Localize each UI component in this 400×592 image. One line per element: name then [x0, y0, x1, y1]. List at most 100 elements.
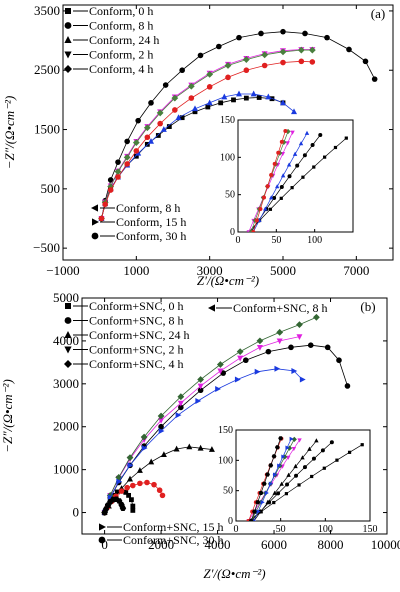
- data-point: [225, 74, 231, 81]
- data-point: [206, 84, 213, 90]
- inset-data-point: [265, 472, 270, 477]
- inset-data-point: [329, 440, 334, 445]
- data-point: [171, 94, 179, 102]
- inset-data-point: [279, 196, 283, 200]
- inset-data-point: [287, 174, 292, 179]
- inset-x-tick-label: 100: [307, 235, 322, 246]
- chart-panel-1: 0 2000 4000 6000 8000 10000010002000300040005…: [0, 290, 400, 581]
- legend-marker: [64, 331, 72, 338]
- inset-data-point: [360, 443, 364, 447]
- data-point: [299, 376, 306, 383]
- data-point: [102, 201, 108, 208]
- inset-data-point: [268, 207, 273, 211]
- inset-x-tick-label: 0: [234, 524, 239, 535]
- legend-entry: Conform, 2 h: [89, 48, 153, 62]
- data-point: [160, 126, 167, 132]
- data-point: [197, 387, 204, 394]
- data-point: [148, 137, 154, 144]
- data-point: [166, 124, 172, 129]
- inset-series-line: [253, 440, 317, 521]
- data-point: [137, 480, 143, 487]
- data-point: [208, 446, 215, 452]
- inset-data-point: [301, 175, 305, 179]
- data-point: [195, 397, 202, 404]
- inset-data-point: [285, 482, 290, 487]
- inset-y-tick-label: 50: [223, 486, 233, 497]
- data-point: [136, 467, 143, 473]
- inset-data-point: [285, 141, 290, 146]
- data-point: [265, 348, 272, 355]
- data-point: [336, 357, 342, 364]
- data-point: [197, 376, 205, 383]
- legend-marker: [64, 51, 72, 59]
- data-point: [144, 134, 151, 141]
- data-point: [124, 161, 130, 167]
- inset-y-tick-label: 0: [228, 516, 233, 527]
- data-point: [126, 454, 134, 462]
- series-line: [104, 316, 317, 513]
- inset-data-point: [279, 139, 284, 144]
- inset-data-point: [310, 143, 315, 148]
- data-point: [288, 344, 294, 351]
- data-point: [130, 508, 136, 513]
- data-point: [115, 174, 121, 180]
- data-point: [261, 62, 268, 69]
- legend-entry: Conform+SNC, 24 h: [89, 328, 189, 342]
- inset-data-point: [258, 490, 264, 496]
- inset-data-point: [291, 436, 297, 442]
- panel-label: (b): [360, 299, 375, 314]
- data-point: [308, 46, 316, 54]
- x-tick-label: 2000: [148, 537, 174, 552]
- data-point: [236, 34, 242, 41]
- data-point: [123, 154, 131, 161]
- inset-data-point: [335, 458, 339, 462]
- x-tick-label: 1000: [123, 263, 149, 278]
- data-point: [159, 492, 166, 499]
- data-point: [197, 383, 204, 390]
- data-point: [157, 120, 163, 127]
- inset-series-line: [248, 439, 300, 521]
- data-point: [129, 497, 134, 503]
- legend-entry: Conform, 30 h: [116, 229, 186, 243]
- data-point: [179, 115, 185, 121]
- data-point: [291, 108, 297, 115]
- inset-data-point: [278, 436, 284, 441]
- inset-data-point: [297, 483, 301, 487]
- inset-data-point: [260, 500, 265, 505]
- data-point: [312, 313, 320, 321]
- data-point: [175, 114, 182, 121]
- data-point: [309, 59, 316, 65]
- data-point: [237, 355, 244, 362]
- data-point: [192, 105, 198, 112]
- inset-data-point: [318, 133, 323, 138]
- inset-data-point: [256, 509, 261, 514]
- legend-entry: Conform+SNC, 15 h: [123, 520, 223, 534]
- legend-marker: [64, 36, 72, 43]
- inset-data-point: [292, 151, 298, 156]
- y-tick-label: 4000: [53, 333, 79, 348]
- series-line: [104, 368, 303, 513]
- legend-entry: Conform+SNC, 4 h: [89, 357, 183, 371]
- inset-data-point: [310, 474, 314, 479]
- inset-data-point: [286, 162, 292, 167]
- inset-series-line: [248, 444, 363, 521]
- inset-data-point: [272, 500, 276, 505]
- data-point: [126, 492, 131, 498]
- data-point: [206, 99, 213, 106]
- inset-data-point: [279, 185, 284, 190]
- data-point: [140, 433, 148, 441]
- x-tick-label: 5000: [270, 263, 296, 278]
- data-point: [148, 100, 154, 106]
- inset-data-point: [323, 155, 327, 159]
- data-point: [242, 56, 250, 63]
- inset-series-line: [252, 130, 286, 232]
- data-point: [107, 177, 114, 183]
- data-point: [175, 412, 182, 419]
- legend-marker: [65, 303, 71, 309]
- data-point: [302, 30, 308, 37]
- data-point: [261, 51, 269, 59]
- inset-data-point: [290, 186, 294, 190]
- inset-data-point: [290, 130, 295, 135]
- data-point: [324, 34, 330, 41]
- series-5: [98, 58, 316, 222]
